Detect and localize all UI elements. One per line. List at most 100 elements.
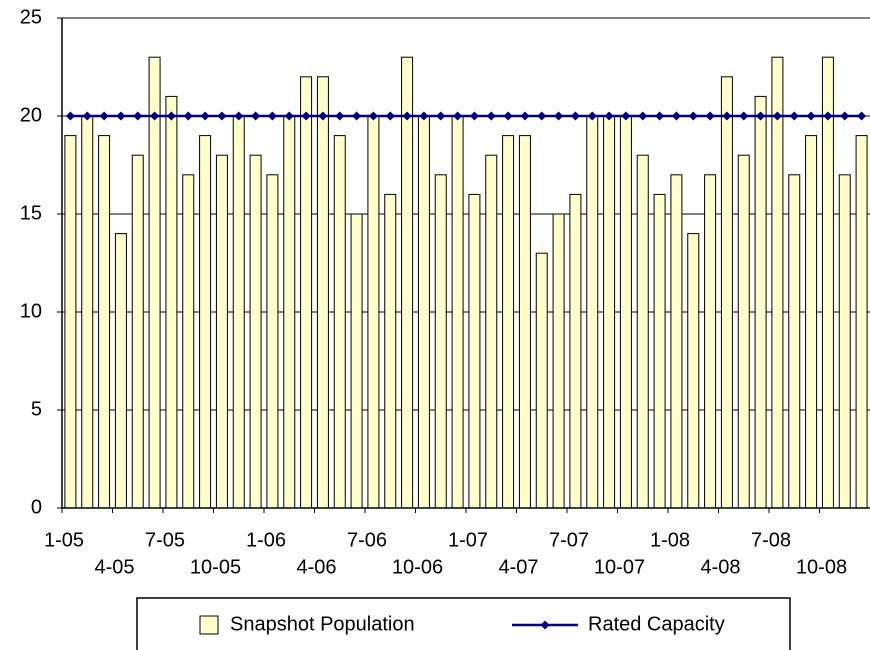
line-marker <box>82 111 92 121</box>
bar <box>165 95 178 509</box>
line-marker <box>840 111 850 121</box>
x-tick-label: 4-08 <box>700 556 740 578</box>
line-marker <box>722 111 732 121</box>
bar <box>805 135 818 509</box>
line-marker <box>133 111 143 121</box>
bar <box>384 193 397 509</box>
line-marker <box>402 111 412 121</box>
bar <box>98 135 111 509</box>
x-tick-label: 1-08 <box>650 529 690 551</box>
line-marker <box>806 111 816 121</box>
bar <box>182 174 195 509</box>
line-marker <box>166 111 176 121</box>
line-marker <box>65 111 75 121</box>
line-marker <box>756 111 766 121</box>
bar <box>720 76 733 509</box>
line-marker <box>453 111 463 121</box>
bar <box>300 76 313 509</box>
bar <box>316 76 329 509</box>
line-marker <box>772 111 782 121</box>
legend-label: Snapshot Population <box>230 613 415 635</box>
bar <box>704 174 717 509</box>
bar <box>502 135 515 509</box>
bar <box>64 135 77 509</box>
line-marker <box>419 111 429 121</box>
line-marker <box>638 111 648 121</box>
y-tick-label: 10 <box>20 300 42 322</box>
line-marker <box>217 111 227 121</box>
line-marker <box>486 111 496 121</box>
bar <box>569 193 582 509</box>
bar <box>518 135 531 509</box>
line-marker <box>200 111 210 121</box>
x-tick-label: 4-07 <box>498 556 538 578</box>
line-marker <box>116 111 126 121</box>
x-tick-label: 7-06 <box>347 529 387 551</box>
bar <box>855 135 868 509</box>
x-tick-label: 10-08 <box>796 556 847 578</box>
bar <box>535 252 548 509</box>
bar <box>653 193 666 509</box>
bar <box>586 115 599 509</box>
x-tick-label: 1-05 <box>44 529 84 551</box>
x-tick-label: 1-07 <box>448 529 488 551</box>
bar <box>417 115 430 509</box>
line-marker <box>739 111 749 121</box>
bar <box>788 174 801 509</box>
line-marker <box>537 111 547 121</box>
bar <box>215 154 228 509</box>
legend-marker <box>540 620 550 630</box>
bar <box>821 56 834 509</box>
y-tick-label: 20 <box>20 104 42 126</box>
line-marker <box>688 111 698 121</box>
y-tick-label: 5 <box>31 398 42 420</box>
x-tick-label: 7-07 <box>549 529 589 551</box>
bar <box>838 174 851 509</box>
bar <box>771 56 784 509</box>
line-marker <box>99 111 109 121</box>
line-marker <box>150 111 160 121</box>
bar <box>266 174 279 509</box>
line-marker <box>267 111 277 121</box>
bar <box>232 115 245 509</box>
y-tick-label: 0 <box>31 496 42 518</box>
line-marker <box>284 111 294 121</box>
line-marker <box>655 111 665 121</box>
line-marker <box>318 111 328 121</box>
bar <box>468 193 481 509</box>
line-marker <box>587 111 597 121</box>
line-marker <box>570 111 580 121</box>
y-tick-label: 25 <box>20 6 42 28</box>
y-tick-label: 15 <box>20 202 42 224</box>
bar <box>148 56 161 509</box>
line-marker <box>671 111 681 121</box>
line-marker <box>183 111 193 121</box>
line-marker <box>251 111 261 121</box>
line-marker <box>301 111 311 121</box>
legend-swatch <box>199 615 219 635</box>
x-tick-label: 10-06 <box>392 556 443 578</box>
bar <box>434 174 447 509</box>
bar <box>333 135 346 509</box>
line-marker <box>621 111 631 121</box>
line-marker <box>604 111 614 121</box>
bar <box>737 154 750 509</box>
x-tick-label: 4-06 <box>296 556 336 578</box>
line-marker <box>385 111 395 121</box>
bar <box>552 213 565 509</box>
line-marker <box>234 111 244 121</box>
bar <box>603 115 616 509</box>
bar <box>451 115 464 509</box>
bar <box>81 115 94 509</box>
line-marker <box>503 111 513 121</box>
line-marker <box>352 111 362 121</box>
x-tick-label: 7-08 <box>751 529 791 551</box>
line-marker <box>554 111 564 121</box>
bar <box>754 95 767 509</box>
bar <box>687 233 700 509</box>
legend-label: Rated Capacity <box>588 613 725 635</box>
line-marker <box>368 111 378 121</box>
bar <box>636 154 649 509</box>
bar <box>249 154 262 509</box>
